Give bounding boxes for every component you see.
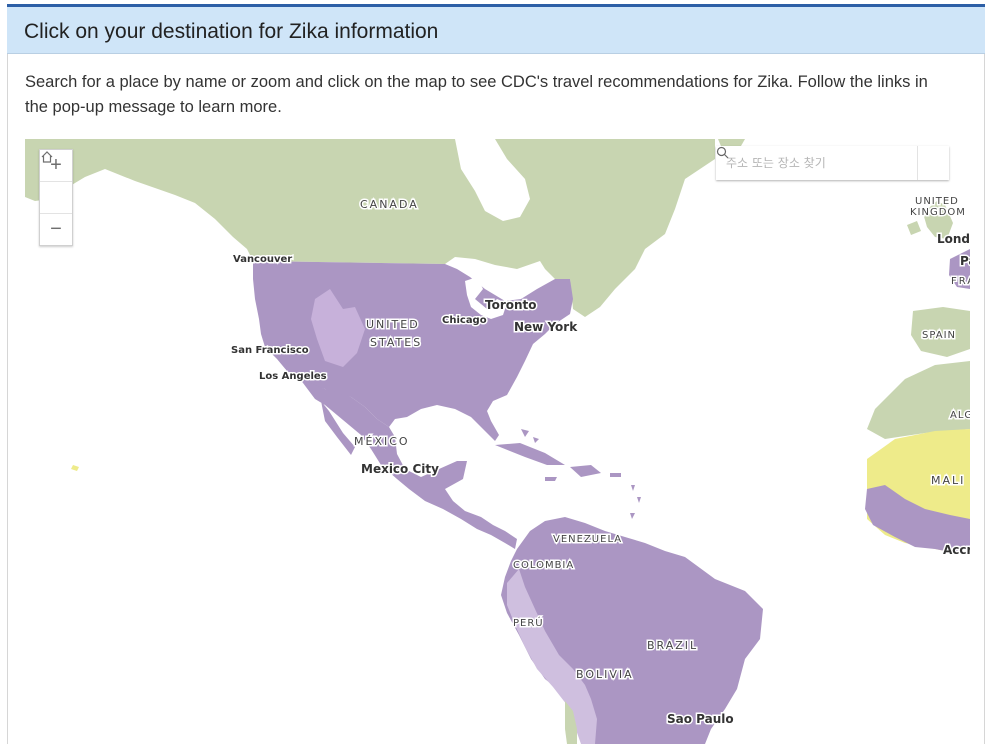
mexico (300, 379, 517, 549)
cuba (495, 443, 565, 465)
home-button[interactable] (40, 151, 72, 214)
uk (923, 201, 953, 239)
map-search-widget (716, 146, 949, 180)
hispaniola (570, 465, 601, 477)
map-zoom-controls: + − (39, 149, 73, 246)
map-panel (7, 4, 985, 744)
search-button[interactable] (716, 146, 949, 180)
lesser-antilles (630, 485, 641, 519)
page-title: Click on your destination for Zika infor… (24, 20, 439, 43)
iberia (911, 307, 970, 357)
map-canvas[interactable] (25, 139, 970, 744)
jamaica (545, 477, 557, 481)
map-view[interactable]: CANADA Vancouver UNITED STATES Chicago T… (25, 139, 970, 744)
home-icon (41, 151, 53, 163)
puerto-rico (610, 473, 621, 477)
zoom-in-button[interactable]: + (40, 150, 72, 182)
hudson-bay (455, 139, 530, 221)
andes-lighter (507, 569, 597, 744)
chile-green (565, 701, 577, 744)
hawaii (71, 465, 79, 471)
bahamas (521, 429, 539, 443)
search-input[interactable] (716, 146, 918, 180)
united-states (253, 261, 573, 441)
panel-header: Click on your destination for Zika infor… (7, 4, 985, 54)
france (949, 249, 970, 289)
ireland (907, 221, 921, 235)
us-mountains-lighter (311, 289, 365, 367)
search-icon (716, 146, 729, 159)
instructions-text: Search for a place by name or zoom and c… (25, 73, 928, 116)
north-africa (867, 361, 970, 439)
great-lakes (465, 277, 507, 319)
zoom-out-button[interactable]: − (50, 218, 62, 240)
canada-landmass (25, 139, 715, 317)
west-africa-purple (865, 485, 970, 553)
